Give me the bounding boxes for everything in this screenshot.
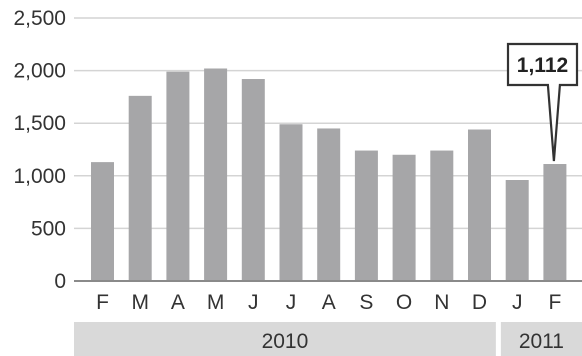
x-tick-label: A <box>171 291 185 314</box>
y-tick-label: 500 <box>31 217 66 240</box>
callout-box <box>506 42 579 162</box>
y-tick-label: 1,500 <box>13 112 66 135</box>
bar <box>166 71 190 281</box>
y-axis-tick-labels: 0 500 1,000 1,500 2,000 2,500 <box>13 7 66 293</box>
year-label: 2011 <box>519 330 564 353</box>
x-tick-label: J <box>286 291 297 314</box>
x-tick-label: F <box>548 291 561 314</box>
callout-value: 1,112 <box>517 54 568 77</box>
x-tick-label: J <box>512 291 523 314</box>
y-tick-label: 2,000 <box>13 60 66 83</box>
bar <box>204 68 228 281</box>
bar <box>354 150 378 281</box>
bar <box>128 95 152 282</box>
bar <box>241 79 265 282</box>
year-bands: 2010 2011 <box>74 322 582 356</box>
x-tick-label: F <box>96 291 109 314</box>
x-tick-label: A <box>322 291 336 314</box>
y-tick-label: 2,500 <box>13 7 66 30</box>
x-tick-label: N <box>434 291 449 314</box>
bar <box>505 180 529 281</box>
value-callout: 1,112 <box>506 42 579 162</box>
x-tick-label: S <box>359 291 373 314</box>
bar <box>392 154 416 281</box>
year-label: 2010 <box>262 330 309 353</box>
x-tick-label: M <box>207 291 225 314</box>
gridlines <box>74 17 582 230</box>
x-tick-label: D <box>472 291 487 314</box>
bar <box>543 164 567 281</box>
y-tick-label: 0 <box>54 270 66 293</box>
y-tick-label: 1,000 <box>13 165 66 188</box>
bar <box>317 128 341 281</box>
x-tick-label: J <box>248 291 259 314</box>
x-tick-label: O <box>396 291 412 314</box>
bar <box>468 129 491 281</box>
year-band <box>74 322 496 356</box>
bar <box>430 150 454 281</box>
x-tick-label: M <box>131 291 149 314</box>
year-band <box>500 322 582 356</box>
bar <box>279 124 303 281</box>
bars <box>91 68 567 282</box>
bar <box>91 162 114 281</box>
